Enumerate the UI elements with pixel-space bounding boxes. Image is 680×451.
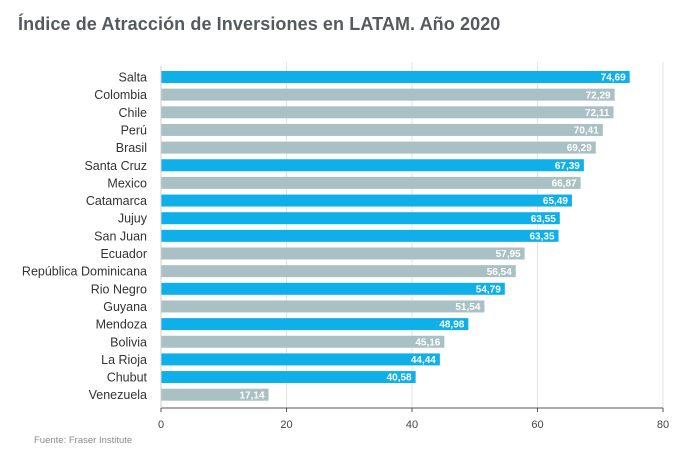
- data-label: 65,49: [543, 196, 568, 207]
- category-label: Brasil: [116, 141, 147, 155]
- category-label: La Rioja: [101, 353, 147, 367]
- bar: [161, 265, 516, 278]
- category-label: Catamarca: [86, 194, 147, 208]
- category-label: Mendoza: [96, 318, 147, 332]
- data-label: 44,44: [411, 355, 436, 366]
- bar: [161, 194, 572, 207]
- category-label: Colombia: [94, 88, 147, 102]
- data-label: 72,11: [585, 108, 610, 119]
- bar: [161, 353, 440, 366]
- bar: [161, 388, 269, 401]
- data-label: 48,98: [439, 320, 464, 331]
- category-label: Bolivia: [110, 335, 147, 349]
- bar: [161, 300, 485, 313]
- data-label: 51,54: [455, 302, 480, 313]
- category-label: Chile: [119, 106, 148, 120]
- data-label: 69,29: [567, 143, 592, 154]
- x-tick-label: 40: [406, 419, 418, 431]
- bar: [161, 106, 614, 119]
- x-tick-label: 60: [531, 419, 543, 431]
- category-label: República Dominicana: [22, 265, 147, 279]
- bar: [161, 335, 445, 348]
- data-label: 70,41: [574, 126, 599, 137]
- data-label: 66,87: [552, 179, 577, 190]
- data-label: 72,29: [586, 90, 611, 101]
- data-label: 63,35: [529, 231, 554, 242]
- bar: [161, 247, 525, 260]
- data-label: 56,54: [487, 267, 512, 278]
- bar: [161, 159, 584, 172]
- data-label: 67,39: [555, 161, 580, 172]
- category-label: Guyana: [103, 300, 147, 314]
- x-tick-label: 20: [280, 419, 292, 431]
- source-note: Fuente: Fraser Institute: [34, 435, 133, 446]
- x-tick-label: 80: [657, 419, 669, 431]
- category-label: Venezuela: [89, 388, 147, 402]
- data-label: 54,79: [476, 284, 501, 295]
- data-label: 17,14: [240, 390, 265, 401]
- category-label: Jujuy: [118, 212, 148, 226]
- category-label: Salta: [119, 71, 148, 85]
- chart-title: Índice de Atracción de Inversiones en LA…: [18, 14, 501, 34]
- data-label: 40,58: [387, 373, 412, 384]
- bar: [161, 282, 505, 295]
- category-label: Mexico: [107, 176, 147, 190]
- category-label: Rio Negro: [91, 282, 147, 296]
- category-label: Perú: [121, 123, 147, 137]
- bar: [161, 318, 469, 331]
- bar: [161, 212, 560, 225]
- bar: [161, 123, 603, 136]
- category-label: Chubut: [107, 371, 148, 385]
- data-label: 45,16: [415, 337, 440, 348]
- category-label: San Juan: [94, 229, 147, 243]
- bar: [161, 176, 581, 189]
- bar: [161, 371, 416, 384]
- category-label: Santa Cruz: [84, 159, 147, 173]
- x-tick-label: 0: [158, 419, 164, 431]
- bar: [161, 71, 630, 83]
- bar: [161, 229, 559, 242]
- bars: Salta 74,69 Colombia 72,29 Chile 72,11 Perú 70,…: [22, 71, 630, 402]
- data-label: 74,69: [601, 73, 626, 84]
- bar: [161, 88, 615, 101]
- x-axis: 0 20 40 60 80: [158, 66, 669, 431]
- data-label: 63,55: [531, 214, 556, 225]
- bar: [161, 141, 596, 154]
- data-label: 57,95: [496, 249, 521, 260]
- category-label: Ecuador: [100, 247, 147, 261]
